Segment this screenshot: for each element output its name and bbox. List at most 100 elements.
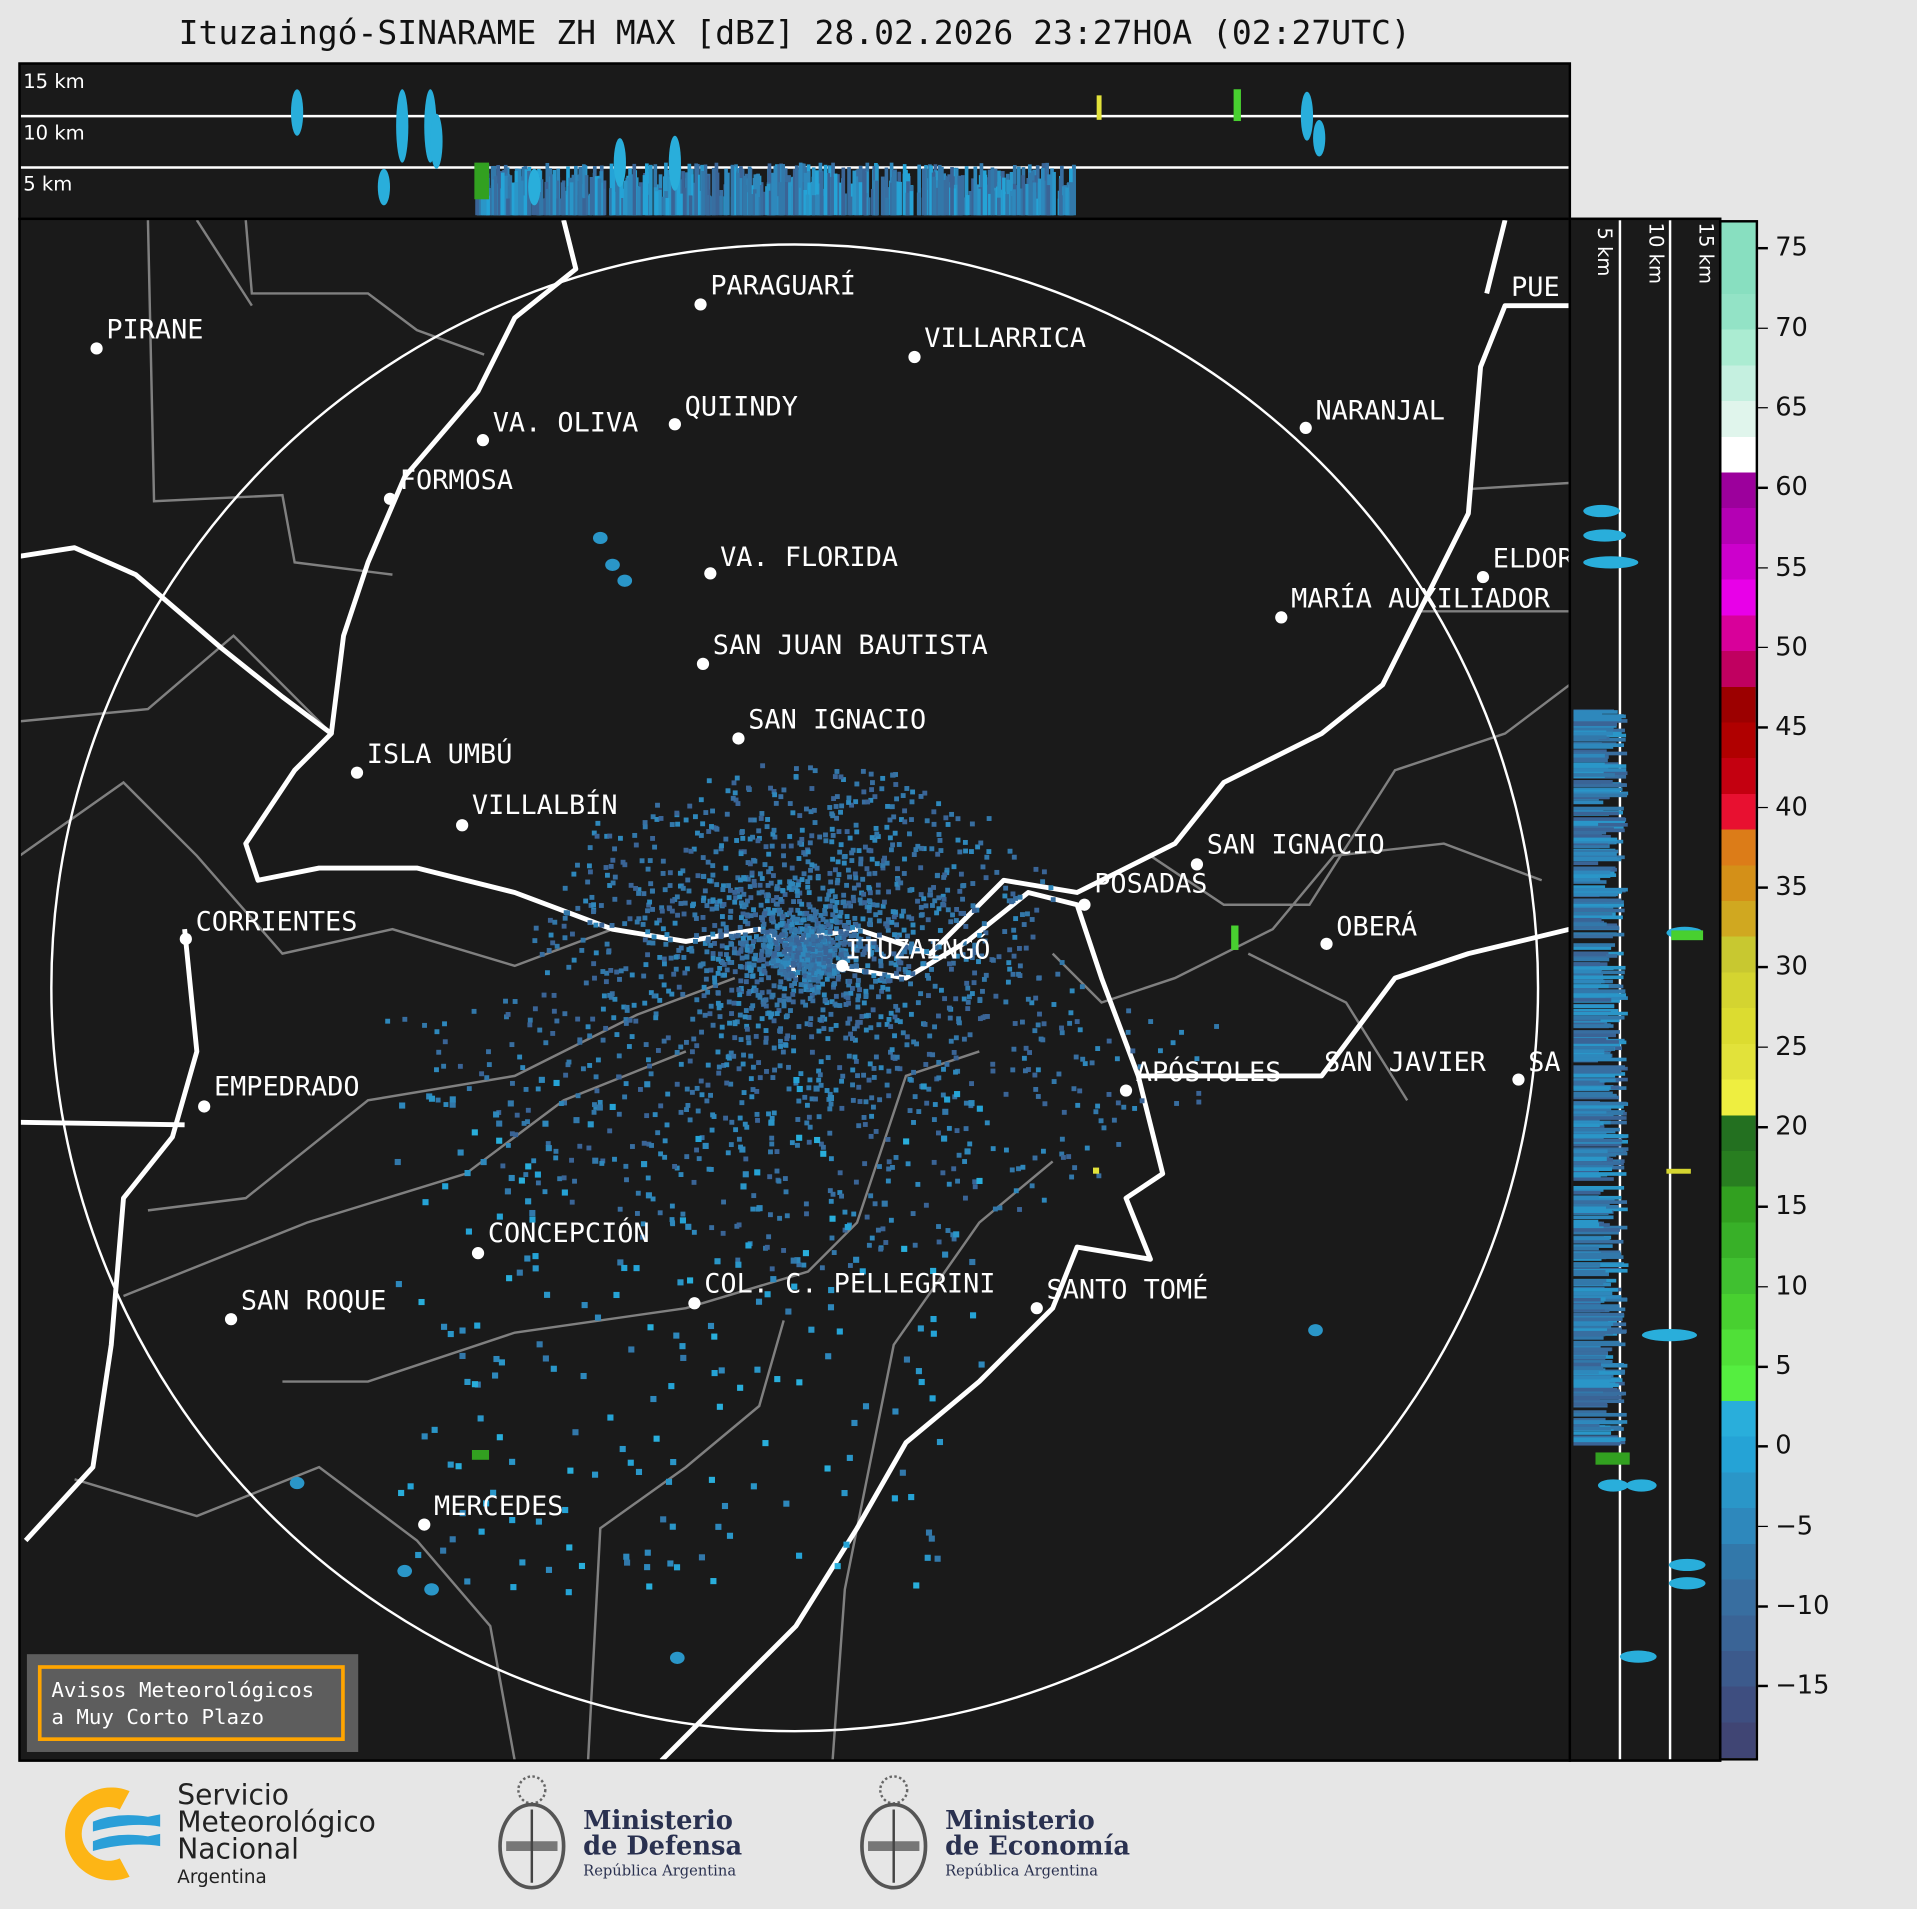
city-marker <box>1299 421 1312 435</box>
radar-echo <box>645 929 651 935</box>
radar-echo <box>793 977 799 983</box>
radar-echo <box>866 1077 872 1083</box>
radar-echo <box>623 1081 629 1087</box>
echo-cell <box>1668 1577 1706 1590</box>
colorbar-tick <box>1758 646 1768 649</box>
radar-echo <box>749 870 755 876</box>
radar-echo <box>857 987 862 993</box>
radar-echo <box>862 844 868 850</box>
radar-echo <box>792 875 798 881</box>
radar-echo <box>806 890 812 896</box>
radar-echo <box>830 856 836 862</box>
radar-echo <box>678 1044 684 1050</box>
radar-echo <box>626 1044 632 1049</box>
radar-echo <box>909 916 915 922</box>
warning-banner[interactable]: Avisos Meteorológicos a Muy Corto Plazo <box>26 1654 359 1752</box>
radar-echo <box>1067 1020 1073 1026</box>
radar-echo <box>924 818 930 824</box>
radar-echo <box>658 974 664 980</box>
radar-echo <box>777 1063 783 1069</box>
radar-echo <box>669 1217 675 1223</box>
echo-column <box>682 188 686 216</box>
radar-echo <box>747 884 753 890</box>
radar-echo <box>1089 1060 1095 1066</box>
radar-echo <box>866 1242 872 1248</box>
radar-echo <box>779 932 785 938</box>
radar-echo <box>936 1224 941 1229</box>
radar-map[interactable]: PARAGUARÍ VILLARRICA PIRANE QUIINDY VA. OLIV… <box>18 217 1572 1762</box>
radar-echo <box>631 1002 637 1008</box>
radar-echo <box>678 1109 684 1115</box>
echo-column <box>687 163 692 216</box>
radar-echo <box>809 987 815 992</box>
radar-echo <box>692 912 698 918</box>
radar-echo <box>810 998 816 1004</box>
echo-row <box>1573 962 1608 966</box>
radar-echo <box>956 1016 962 1022</box>
radar-echo <box>739 955 745 961</box>
radar-echo <box>927 887 933 893</box>
echo-column <box>858 182 863 216</box>
radar-echo <box>821 964 827 970</box>
radar-echo <box>774 1168 780 1174</box>
radar-echo <box>868 771 874 777</box>
radar-echo <box>802 947 808 953</box>
warning-box[interactable]: Avisos Meteorológicos a Muy Corto Plazo <box>37 1665 345 1741</box>
echo-column <box>1021 175 1025 216</box>
radar-echo <box>888 1024 894 1029</box>
echo-row <box>1573 989 1626 993</box>
radar-echo <box>843 1541 850 1548</box>
radar-echo <box>527 1022 533 1028</box>
radar-echo <box>587 845 593 851</box>
radar-echo <box>750 1483 757 1490</box>
radar-echo <box>791 953 797 958</box>
radar-echo <box>820 1007 826 1013</box>
echo-cell <box>613 138 626 188</box>
radar-echo <box>809 1034 815 1040</box>
radar-echo <box>759 876 765 881</box>
radar-echo <box>813 1085 820 1092</box>
radar-echo <box>553 1155 559 1161</box>
radar-echo <box>596 1104 603 1111</box>
echo-cell <box>430 113 443 169</box>
radar-echo <box>418 1298 425 1306</box>
radar-echo <box>630 1144 635 1149</box>
radar-echo <box>616 1074 622 1080</box>
radar-echo <box>893 1003 899 1009</box>
city-label: QUIINDY <box>685 392 798 423</box>
echo-column <box>847 167 851 216</box>
radar-echo <box>843 991 849 997</box>
radar-echo <box>698 833 704 838</box>
radar-echo <box>886 1166 892 1172</box>
radar-echo <box>970 903 976 909</box>
radar-echo <box>855 1019 861 1025</box>
radar-echo <box>757 882 763 888</box>
radar-echo <box>394 1158 401 1166</box>
radar-echo <box>529 1209 536 1217</box>
radar-echo <box>917 1325 924 1332</box>
city-marker <box>732 732 745 745</box>
radar-echo <box>714 900 720 905</box>
radar-echo <box>840 1073 846 1079</box>
radar-echo <box>962 839 968 845</box>
radar-echo <box>652 1112 658 1118</box>
echo-column <box>752 189 757 216</box>
radar-echo <box>863 994 869 1000</box>
radar-echo <box>818 934 824 940</box>
radar-echo <box>661 1038 667 1044</box>
radar-echo <box>895 877 901 883</box>
echo-row <box>1573 791 1629 796</box>
radar-echo <box>747 861 753 867</box>
radar-echo <box>509 1131 515 1137</box>
radar-echo <box>607 1128 613 1134</box>
radar-echo <box>660 871 666 876</box>
radar-echo <box>931 1117 937 1123</box>
radar-echo <box>941 875 947 880</box>
radar-echo <box>743 1008 749 1013</box>
radar-echo <box>956 1020 962 1026</box>
echo-row <box>1573 1222 1600 1227</box>
radar-echo <box>928 1535 935 1542</box>
echo-column <box>524 169 529 216</box>
radar-echo <box>894 1054 900 1060</box>
radar-echo <box>829 999 835 1005</box>
